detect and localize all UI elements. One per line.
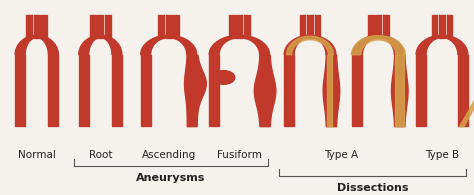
Ellipse shape [213, 71, 235, 84]
Polygon shape [209, 35, 270, 55]
Polygon shape [416, 35, 468, 55]
Text: Aneurysms: Aneurysms [137, 173, 206, 183]
Polygon shape [79, 35, 122, 55]
Text: Ascending: Ascending [142, 150, 196, 160]
Text: Type B: Type B [425, 150, 459, 160]
Polygon shape [141, 35, 197, 55]
Polygon shape [284, 35, 336, 55]
Text: Normal: Normal [18, 150, 55, 160]
Text: Root: Root [89, 150, 112, 160]
Polygon shape [352, 36, 405, 55]
Text: Fusiform: Fusiform [217, 150, 262, 160]
Text: Dissections: Dissections [337, 183, 408, 193]
Polygon shape [287, 36, 333, 55]
Text: Type A: Type A [324, 150, 358, 160]
Polygon shape [353, 35, 404, 55]
Polygon shape [15, 35, 58, 55]
